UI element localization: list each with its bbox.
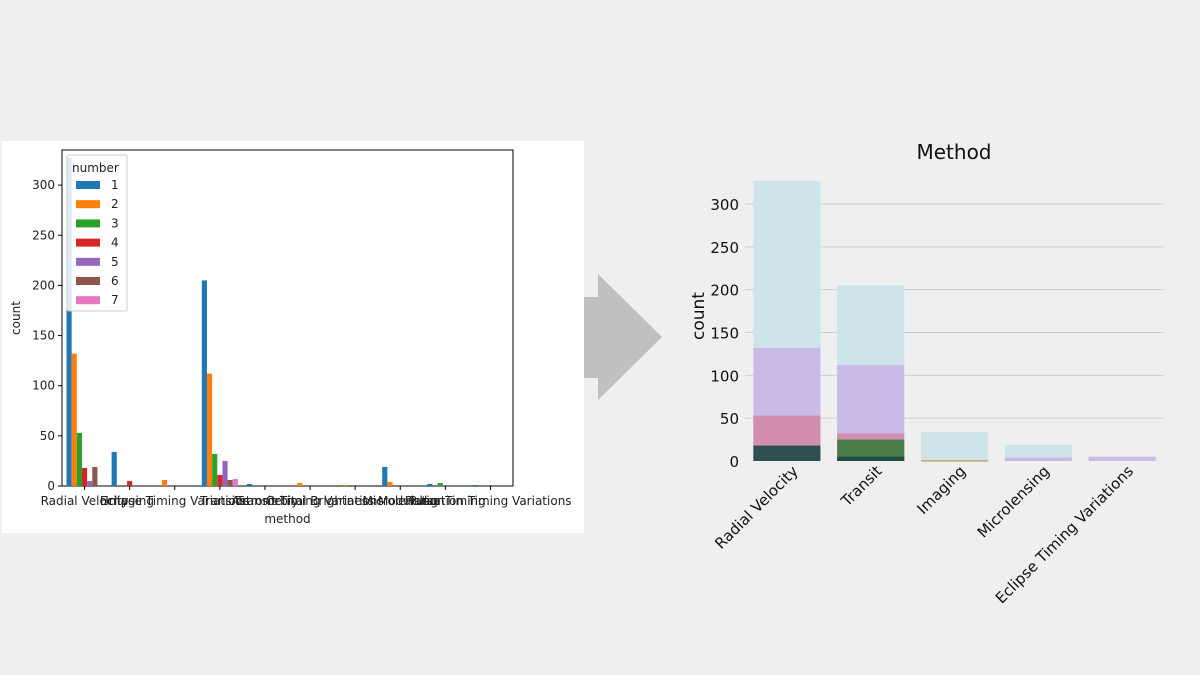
left-bar-series-5 [222,460,228,486]
left-legend-swatch [76,257,100,266]
left-x-tick-label: Pulsation Timing Variations [409,494,571,508]
left-x-tick-label: Orbital Brightness Modulation [266,494,445,508]
left-bar-series-3 [76,432,82,486]
left-bar-series-4 [127,480,133,486]
right-y-tick-label: 150 [710,325,739,343]
right-x-tick-label: Eclipse Timing Variations [992,462,1137,607]
left-x-tick-label: Pulsar Timing [405,494,486,508]
right-bar-light_blue [1004,444,1072,461]
right-y-axis-label: count [689,292,709,340]
right-x-tick-label: Radial Velocity [711,462,802,553]
left-bar-series-6 [92,466,98,486]
right-x-tick-label: Transit [837,462,886,511]
left-bar-series-1 [66,158,72,487]
left-bar-series-1 [111,451,117,486]
left-legend-entry: 4 [111,236,119,250]
left-bar-series-2 [161,479,168,486]
left-bar-series-2 [297,482,303,486]
left-bar-series-2 [387,481,393,486]
left-bar-series-1 [246,483,253,486]
left-legend-swatch [76,277,100,285]
left-bar-series-4 [217,474,223,486]
left-bar-series-2 [206,373,213,486]
right-y-tick-label: 0 [729,453,739,471]
left-x-tick-label: Astrometry [231,494,298,508]
left-bar-series-2 [342,484,348,486]
left-x-axis-label: method [264,512,310,526]
left-y-tick-label: 250 [32,228,55,242]
left-bar-series-1 [382,466,388,486]
left-grouped-bar-chart: 0 50 100 150 200 250 300 Radial VelocityImaging… [2,141,584,533]
left-bar-series-1 [427,483,433,486]
left-legend-entry: 7 [111,293,119,307]
left-legend-swatch [76,181,100,189]
right-y-tick-label: 300 [710,196,739,214]
left-x-tick-label: Imaging [105,494,154,508]
right-bar-green [837,439,905,461]
left-x-tick-label: Transit Timing Variations [235,494,383,508]
left-x-tick-label: Microlensing [363,494,438,508]
left-legend-swatch [76,200,100,209]
left-bar-series-4 [81,467,88,486]
left-y-axis-label: count [9,301,23,335]
left-legend-entry: 6 [111,274,119,288]
left-bar-series-5 [87,480,93,486]
left-plot-frame [61,149,514,487]
right-x-tick-label: Imaging [914,462,970,518]
left-bar-series-2 [71,353,77,486]
left-legend-title: number [72,161,119,175]
left-y-tick-label: 0 [47,479,55,493]
left-legend-swatch [76,296,100,305]
left-y-tick-label: 300 [32,178,55,192]
left-bar-series-1 [201,280,207,486]
right-bar-light_blue [920,431,989,461]
left-x-tick-label: Transit [199,494,240,508]
right-y-tick-label: 200 [710,282,739,300]
left-y-tick-label: 50 [40,429,55,443]
left-legend-entry: 5 [111,255,119,269]
left-bar-series-6 [227,479,233,486]
left-y-tick-label: 200 [32,278,55,292]
left-bar-series-3 [437,482,443,486]
right-y-tick-label: 250 [710,239,739,257]
left-bar-series-7 [232,478,238,486]
right-bar-dark_teal [753,445,821,461]
right-x-tick-label: Microlensing [974,462,1053,541]
left-bar-series-3 [212,453,218,486]
right-bar-lavender [1004,457,1072,461]
right-bar-tan [920,460,989,462]
right-bar-lavender [1088,456,1156,461]
left-legend-swatch [76,238,100,247]
right-y-tick-label: 100 [710,367,739,385]
left-legend-swatch [76,219,100,228]
right-chart-title: Method [916,140,991,164]
left-x-tick-label: Radial Velocity [41,494,129,508]
left-x-tick-label: Eclipse Timing Variations [100,494,250,508]
left-legend-entry: 3 [111,216,119,230]
left-legend-entry: 1 [111,178,119,192]
left-bar-series-1 [472,484,478,486]
right-overlapping-bar-chart: 0 50 100 150 200 250 300 Radial Velocity Transit… [689,140,1164,607]
right-y-tick-label: 50 [720,410,739,428]
left-legend-entry: 2 [111,197,119,211]
right-bar-dark_teal [837,456,905,461]
left-y-tick-label: 150 [32,329,55,343]
left-y-tick-label: 100 [32,379,55,393]
left-legend-box [66,154,128,312]
